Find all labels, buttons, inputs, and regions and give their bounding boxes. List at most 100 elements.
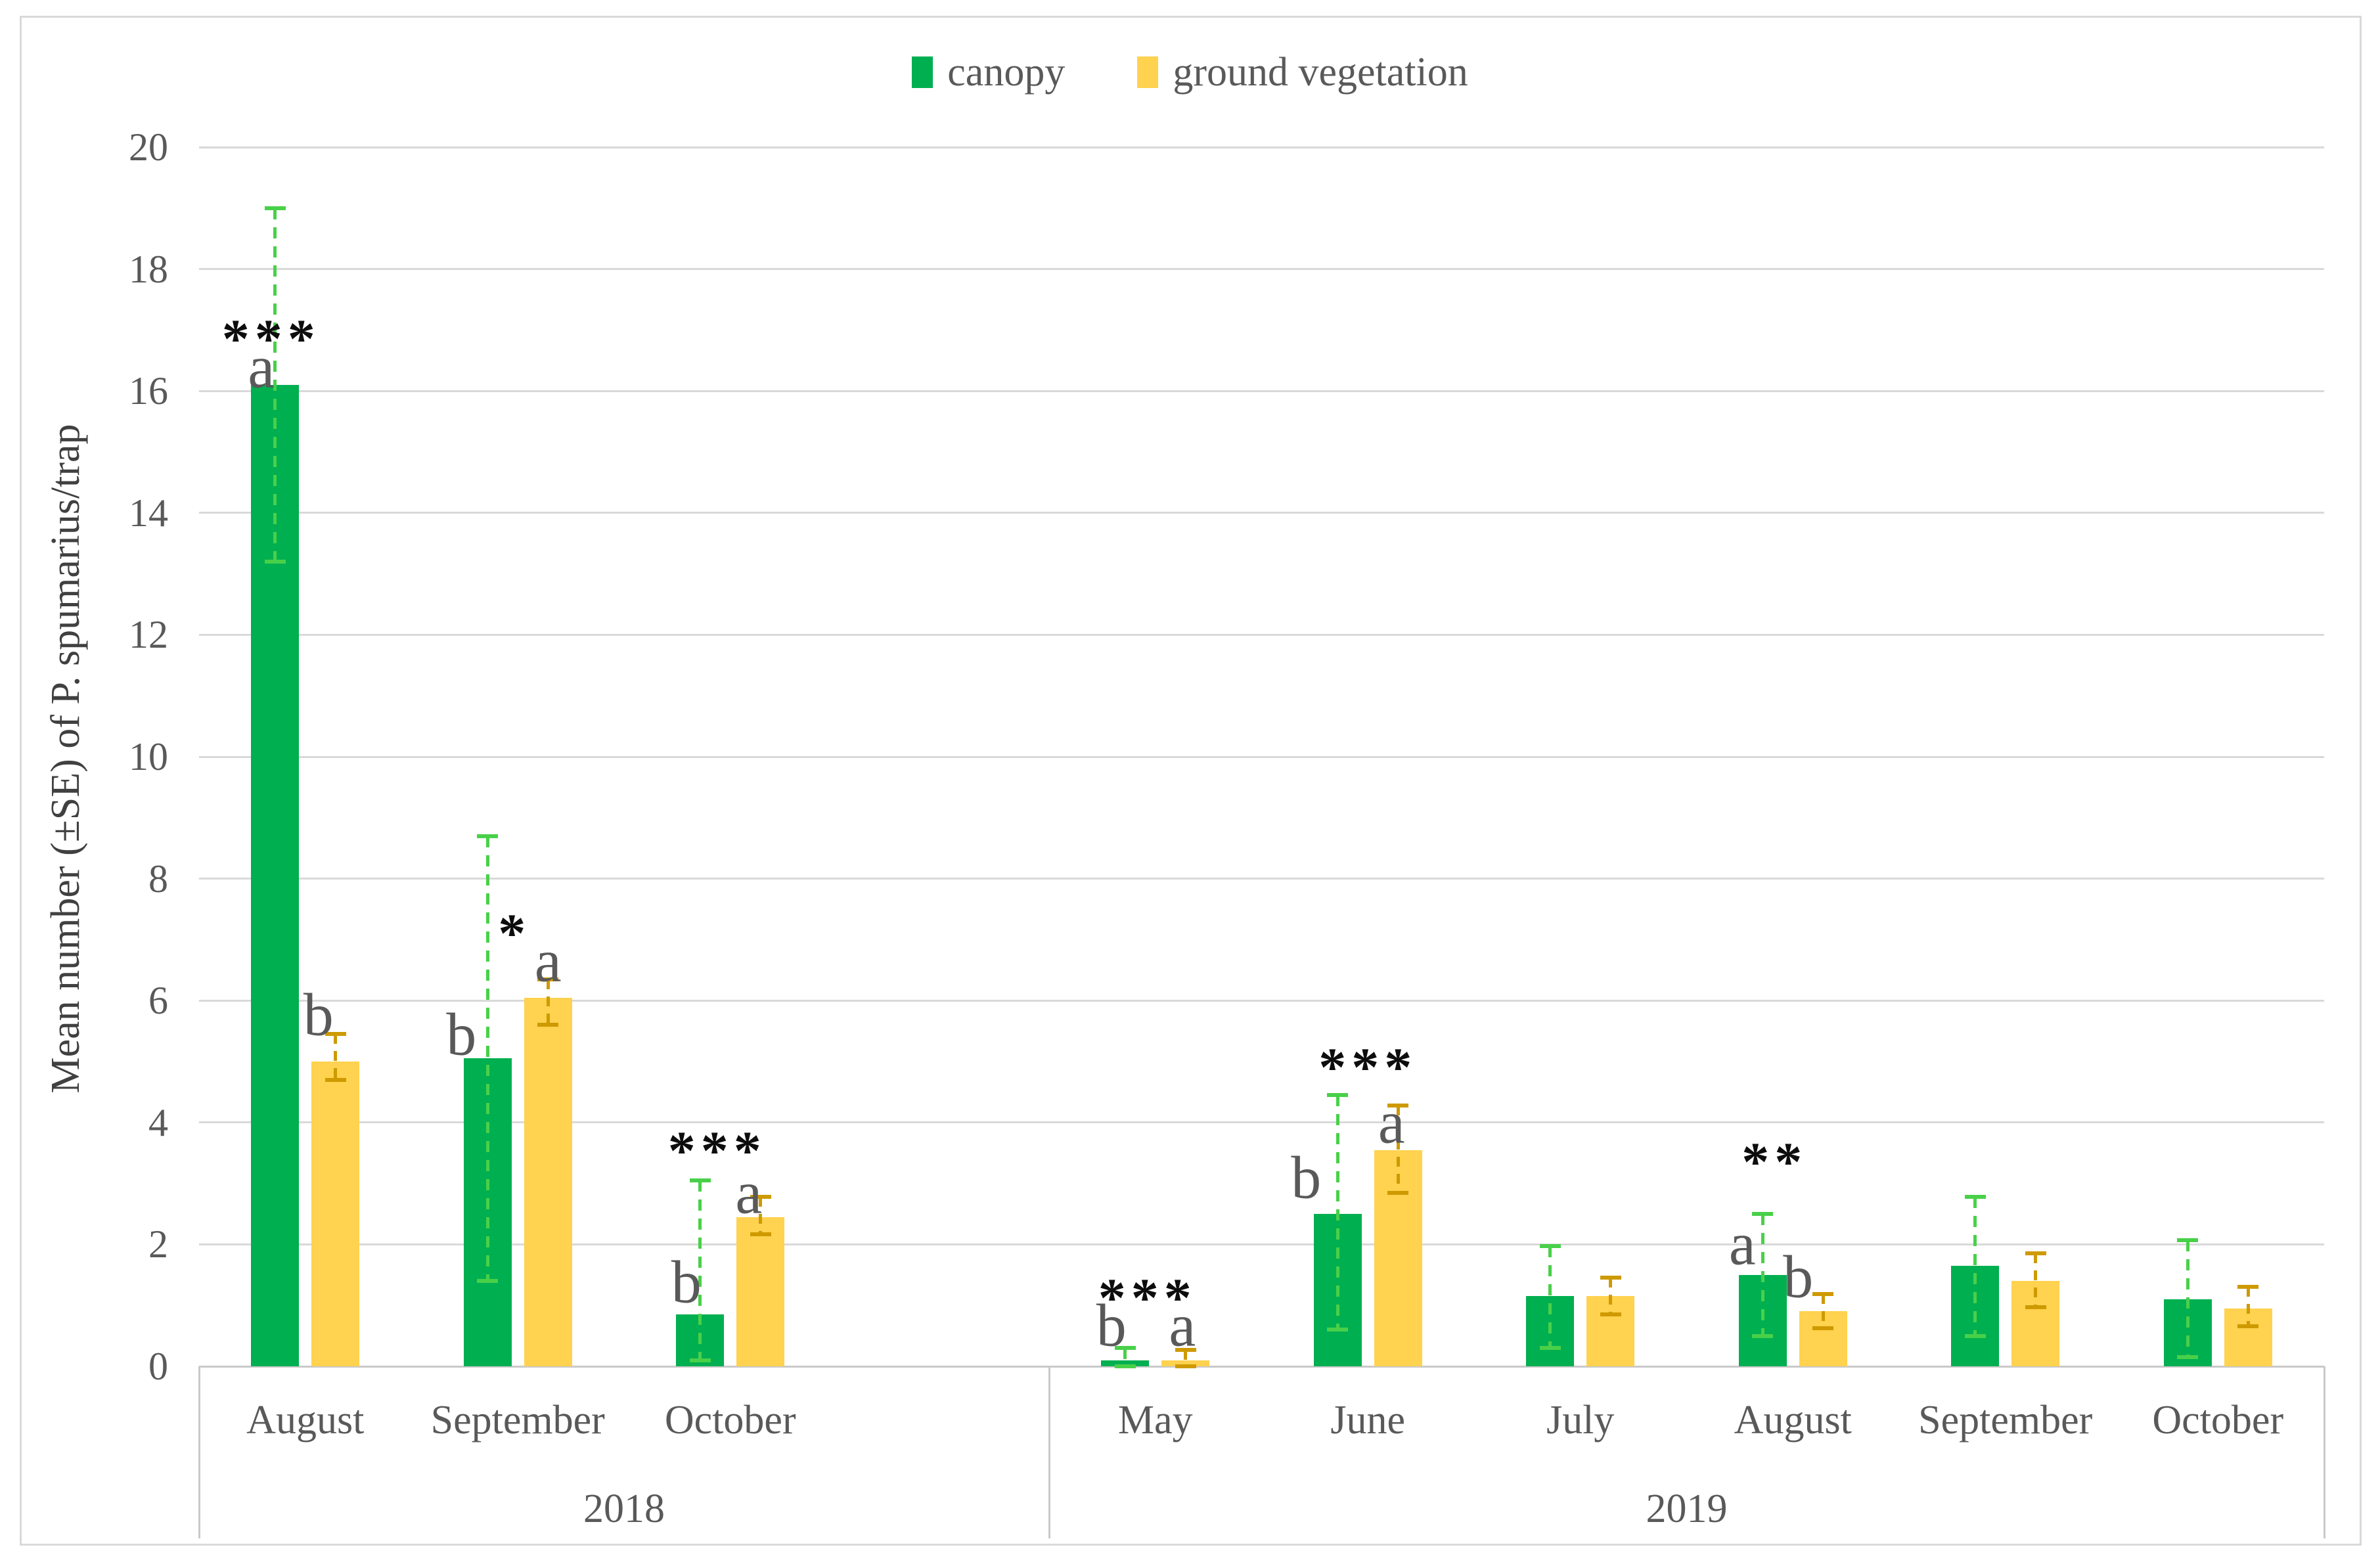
- error-bar-canopy-july-2019: [1548, 1246, 1552, 1349]
- sig-letter-canopy-august-2018: a: [248, 333, 275, 401]
- gridline-6: [199, 999, 2324, 1002]
- error-bar-cap-top-canopy-september-2018: [477, 834, 499, 838]
- gridline-12: [199, 633, 2324, 636]
- error-bar-cap-top-canopy-may-2019: [1114, 1346, 1136, 1351]
- error-bar-ground-october-2019: [2246, 1287, 2250, 1326]
- error-bar-cap-top-canopy-october-2018: [689, 1178, 711, 1182]
- error-bar-cap-bottom-canopy-october-2019: [2177, 1355, 2199, 1360]
- month-label-august-2018: August: [246, 1398, 365, 1443]
- error-bar-cap-top-ground-october-2018: [750, 1195, 771, 1199]
- error-bar-canopy-june-2019: [1336, 1095, 1339, 1330]
- error-bar-canopy-september-2019: [1973, 1197, 1977, 1336]
- gridline-14: [199, 512, 2324, 514]
- gridline-18: [199, 268, 2324, 271]
- month-label-october-2019: October: [2152, 1398, 2284, 1443]
- month-label-june-2019: June: [1330, 1398, 1406, 1443]
- error-bar-cap-top-ground-october-2019: [2237, 1285, 2259, 1289]
- error-bar-ground-september-2019: [2034, 1253, 2038, 1307]
- sig-letter-canopy-october-2018: b: [671, 1248, 702, 1316]
- error-bar-cap-top-ground-may-2019: [1175, 1347, 1196, 1352]
- y-tick-label-14: 14: [129, 491, 168, 535]
- legend: canopy ground vegetation: [0, 52, 2380, 93]
- error-bar-cap-top-canopy-july-2019: [1539, 1244, 1561, 1249]
- error-bar-cap-bottom-canopy-august-2018: [264, 560, 286, 564]
- y-tick-label-4: 4: [148, 1100, 168, 1144]
- sig-stars-may-2019: ***: [1098, 1267, 1197, 1329]
- error-bar-canopy-october-2019: [2186, 1240, 2189, 1358]
- error-bar-cap-bottom-canopy-september-2018: [477, 1279, 499, 1284]
- error-bar-cap-top-canopy-october-2019: [2177, 1238, 2199, 1242]
- bar-ground-september-2018: [524, 997, 572, 1366]
- gridline-8: [199, 878, 2324, 880]
- y-tick-label-2: 2: [148, 1222, 168, 1266]
- y-tick-label-10: 10: [129, 735, 168, 778]
- error-bar-canopy-may-2019: [1123, 1348, 1127, 1366]
- canopy-swatch-icon: [912, 56, 933, 88]
- error-bar-cap-bottom-canopy-june-2019: [1327, 1328, 1349, 1332]
- month-label-september-2019: September: [1918, 1398, 2093, 1443]
- sig-letter-ground-september-2018: a: [534, 926, 562, 994]
- year-label-2019: 2019: [1646, 1487, 1728, 1531]
- gridline-10: [199, 755, 2324, 758]
- error-bar-cap-top-ground-september-2018: [537, 977, 559, 981]
- month-label-october-2018: October: [664, 1398, 796, 1443]
- error-bar-cap-bottom-canopy-september-2019: [1964, 1333, 1986, 1338]
- sig-stars-august-2019: **: [1741, 1131, 1808, 1193]
- month-label-september-2018: September: [430, 1398, 605, 1443]
- error-bar-cap-bottom-canopy-may-2019: [1114, 1364, 1136, 1368]
- y-tick-label-20: 20: [129, 125, 168, 169]
- sig-letter-canopy-may-2019: b: [1096, 1291, 1127, 1359]
- month-label-july-2019: July: [1546, 1398, 1615, 1443]
- bar-ground-october-2018: [736, 1217, 785, 1366]
- gridline-20: [199, 146, 2324, 148]
- legend-label-ground-vegetation: ground vegetation: [1173, 50, 1468, 95]
- y-tick-label-12: 12: [129, 613, 168, 657]
- month-label-august-2019: August: [1734, 1398, 1852, 1443]
- y-tick-label-8: 8: [148, 857, 168, 901]
- gridline-4: [199, 1121, 2324, 1124]
- y-tick-label-0: 0: [148, 1345, 168, 1388]
- error-bar-cap-bottom-ground-may-2019: [1175, 1364, 1196, 1368]
- error-bar-ground-october-2018: [759, 1197, 763, 1234]
- error-bar-canopy-august-2018: [273, 208, 277, 562]
- error-bar-cap-top-canopy-august-2019: [1752, 1212, 1774, 1216]
- error-bar-cap-top-ground-july-2019: [1600, 1276, 1621, 1280]
- error-bar-canopy-august-2019: [1761, 1214, 1764, 1336]
- error-bar-cap-bottom-ground-september-2019: [2025, 1305, 2046, 1309]
- x-axis-line: [199, 1365, 2324, 1368]
- sig-stars-october-2018: ***: [667, 1120, 767, 1182]
- sig-letter-ground-august-2018: b: [303, 981, 334, 1048]
- error-bar-cap-bottom-ground-october-2018: [750, 1232, 771, 1236]
- sig-letter-ground-june-2019: a: [1378, 1088, 1405, 1156]
- error-bar-cap-bottom-ground-june-2019: [1387, 1190, 1409, 1195]
- legend-item-ground-vegetation: ground vegetation: [1137, 52, 1468, 93]
- error-bar-cap-bottom-canopy-august-2019: [1752, 1333, 1774, 1338]
- error-bar-cap-top-ground-september-2019: [2025, 1251, 2046, 1256]
- error-bar-cap-top-ground-june-2019: [1387, 1103, 1409, 1107]
- ground-vegetation-swatch-icon: [1137, 56, 1159, 88]
- error-bar-ground-may-2019: [1184, 1349, 1188, 1366]
- month-label-may-2019: May: [1117, 1398, 1193, 1443]
- error-bar-cap-top-ground-august-2018: [325, 1032, 346, 1037]
- axis-frame-right: [2323, 1366, 2325, 1538]
- figure-border: [20, 16, 2362, 1546]
- y-tick-label-6: 6: [148, 979, 168, 1023]
- y-tick-label-16: 16: [129, 369, 168, 413]
- sig-letter-canopy-august-2019: a: [1728, 1210, 1756, 1278]
- sig-stars-august-2018: ***: [221, 308, 321, 370]
- sig-letter-ground-october-2018: a: [735, 1159, 763, 1226]
- legend-item-canopy: canopy: [912, 52, 1065, 93]
- error-bar-cap-bottom-ground-august-2019: [1812, 1326, 1834, 1331]
- axis-frame-year-divider: [1048, 1366, 1050, 1538]
- error-bar-ground-august-2018: [334, 1034, 338, 1080]
- error-bar-cap-bottom-canopy-october-2018: [689, 1358, 711, 1362]
- error-bar-ground-september-2018: [546, 979, 550, 1025]
- sig-stars-june-2019: ***: [1318, 1037, 1418, 1098]
- sig-letter-canopy-september-2018: b: [446, 1000, 477, 1068]
- sig-stars-september-2018: *: [498, 903, 531, 964]
- error-bar-cap-bottom-ground-july-2019: [1600, 1312, 1621, 1317]
- error-bar-cap-top-canopy-august-2018: [264, 206, 286, 210]
- error-bar-cap-bottom-ground-september-2018: [537, 1023, 559, 1027]
- legend-label-canopy: canopy: [947, 50, 1066, 95]
